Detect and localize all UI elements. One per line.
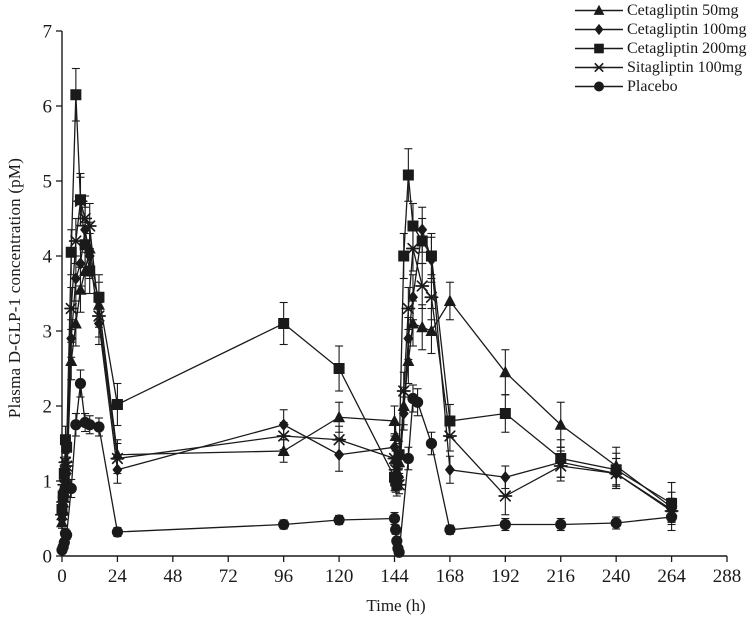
series-cetagliptin-100mg: [57, 206, 677, 526]
svg-text:6: 6: [43, 97, 53, 118]
markers: [57, 223, 677, 525]
legend-label: Cetagliptin 200mg: [627, 40, 747, 57]
legend-label: Placebo: [627, 78, 678, 95]
error-bars: [58, 176, 676, 523]
legend-item-cetagliptin-50mg: Cetagliptin 50mg: [574, 1, 747, 20]
markers: [56, 377, 678, 558]
svg-text:1: 1: [43, 472, 53, 493]
y-axis-label: Plasma D-GLP-1 concentration (pM): [5, 157, 24, 419]
svg-text:7: 7: [43, 22, 53, 43]
svg-text:288: 288: [713, 566, 742, 587]
x-axis-ticks: [61, 556, 728, 562]
series-cetagliptin-200mg: [56, 67, 678, 526]
svg-text:3: 3: [43, 322, 53, 343]
legend: Cetagliptin 50mg Cetagliptin 100mg Cetag…: [574, 1, 747, 96]
error-bars: [58, 221, 676, 529]
series-placebo: [56, 369, 678, 558]
diamond-marker-icon: [574, 21, 624, 38]
asterisk-marker-icon: [574, 59, 624, 76]
markers: [54, 195, 679, 521]
legend-label: Cetagliptin 100mg: [627, 21, 747, 38]
legend-item-sitagliptin-100mg: Sitagliptin 100mg: [574, 58, 747, 77]
error-bars: [58, 206, 676, 526]
legend-label: Cetagliptin 50mg: [627, 2, 739, 19]
svg-text:24: 24: [108, 566, 128, 587]
svg-text:96: 96: [274, 566, 293, 587]
legend-label: Sitagliptin 100mg: [627, 59, 743, 76]
svg-text:72: 72: [219, 566, 238, 587]
error-bars: [58, 67, 676, 526]
triangle-marker-icon: [574, 2, 624, 19]
svg-text:192: 192: [491, 566, 520, 587]
y-axis-ticks: [56, 30, 62, 557]
svg-text:264: 264: [657, 566, 686, 587]
svg-text:4: 4: [43, 247, 53, 268]
svg-text:144: 144: [380, 566, 409, 587]
x-axis-label: Time (h): [366, 596, 426, 615]
series-cetagliptin-50mg: [56, 221, 678, 529]
svg-text:240: 240: [602, 566, 631, 587]
x-tick-labels: 0 24 48 72 96 120 144 168 192 216 240 264 288: [57, 566, 741, 587]
svg-text:216: 216: [547, 566, 576, 587]
markers: [56, 242, 678, 528]
y-tick-labels: 0 1 2 3 4 5 6 7: [43, 22, 53, 568]
square-marker-icon: [574, 40, 624, 57]
circle-marker-icon: [574, 78, 624, 95]
svg-text:2: 2: [43, 397, 53, 418]
legend-item-cetagliptin-200mg: Cetagliptin 200mg: [574, 39, 747, 58]
svg-text:48: 48: [163, 566, 182, 587]
svg-text:5: 5: [43, 172, 53, 193]
series-sitagliptin-100mg: [54, 176, 679, 523]
svg-text:0: 0: [43, 547, 53, 568]
svg-text:168: 168: [436, 566, 465, 587]
legend-item-cetagliptin-100mg: Cetagliptin 100mg: [574, 20, 747, 39]
svg-text:120: 120: [325, 566, 354, 587]
legend-item-placebo: Placebo: [574, 77, 747, 96]
svg-text:0: 0: [57, 566, 67, 587]
